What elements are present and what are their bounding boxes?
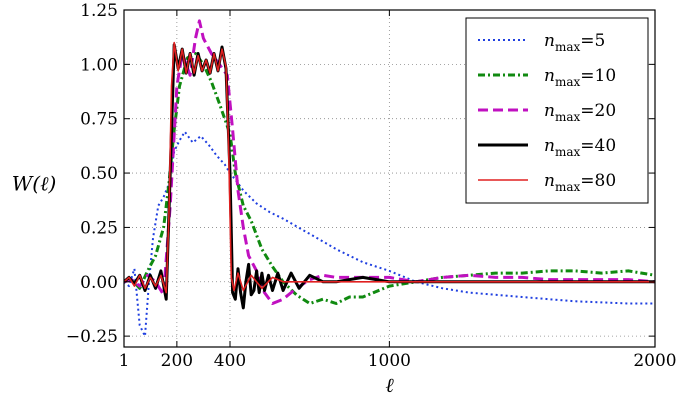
x-axis-label: ℓ xyxy=(385,373,394,397)
series-lines xyxy=(124,19,655,338)
y-axis-label: W(ℓ) xyxy=(12,171,57,195)
x-tick-label: 1 xyxy=(119,351,130,371)
y-tick-label: 0.50 xyxy=(80,164,118,184)
y-tick-label: 0.00 xyxy=(80,273,118,293)
axis-ticks: 1 200 400 1000 2000 −0.25 0.00 0.25 0.50 0.75 1.00… xyxy=(66,1,677,371)
legend-label-2: nmax=20 xyxy=(544,101,616,124)
y-tick-label: 1.00 xyxy=(80,55,118,75)
x-tick-label: 2000 xyxy=(633,351,676,371)
series-line-4 xyxy=(124,41,655,294)
x-tick-label: 200 xyxy=(161,351,193,371)
legend: nmax=5 nmax=10 nmax=20 nmax=40 nmax=80 xyxy=(465,17,649,204)
x-tick-label: 1000 xyxy=(368,351,411,371)
legend-label-1: nmax=10 xyxy=(544,66,616,89)
legend-label-0: nmax=5 xyxy=(544,31,605,54)
series-line-1 xyxy=(124,52,655,305)
x-tick-label: 400 xyxy=(214,351,246,371)
y-tick-label: 0.25 xyxy=(80,218,118,238)
series-line-2 xyxy=(124,19,655,305)
legend-label-4: nmax=80 xyxy=(544,171,616,194)
series-line-0 xyxy=(124,130,655,338)
legend-label-3: nmax=40 xyxy=(544,136,616,159)
y-tick-label: 1.25 xyxy=(80,1,118,21)
y-tick-label: 0.75 xyxy=(80,110,118,130)
y-tick-label: −0.25 xyxy=(66,327,118,347)
